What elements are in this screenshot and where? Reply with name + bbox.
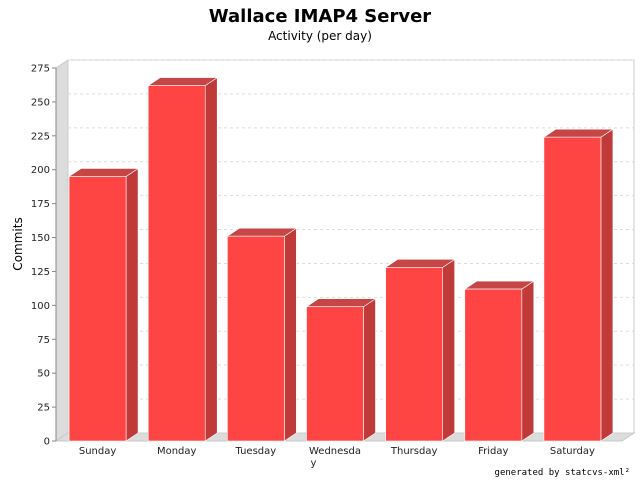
left-wall — [55, 59, 69, 442]
y-tick-label: 150 — [31, 233, 50, 244]
plot-area: 0 25 50 75 100 125 150 175 200 225 250 275 Sunday Mon… — [31, 59, 636, 469]
y-tick-label: 0 — [44, 437, 50, 448]
y-tick-label: 275 — [31, 64, 50, 75]
bar-friday — [464, 288, 523, 442]
y-tick-label: 100 — [31, 301, 50, 312]
bar-thursday — [385, 267, 443, 442]
bar-side — [442, 258, 455, 442]
y-tick-label: 175 — [31, 199, 50, 210]
y-tick-label: 125 — [31, 267, 50, 278]
bar-tuesday — [227, 235, 285, 442]
bar-top — [384, 259, 456, 268]
y-tick-label: 50 — [37, 369, 50, 380]
y-tick-label: 225 — [31, 131, 50, 142]
y-tick-label: 25 — [37, 403, 50, 414]
bar-side — [600, 128, 614, 442]
bar-side — [284, 227, 297, 442]
x-tick-label: Monday — [157, 446, 197, 457]
bar-side — [363, 298, 376, 442]
x-tick-label: Friday — [478, 446, 508, 457]
chart-title: Wallace IMAP4 Server — [209, 6, 432, 27]
bar-top — [542, 128, 614, 138]
y-tick-label: 250 — [31, 97, 50, 108]
bar-sunday — [68, 176, 127, 442]
bar-top — [226, 227, 298, 237]
x-tick-label: Wednesda y — [309, 446, 361, 469]
x-tick-label: Sunday — [79, 446, 116, 457]
x-tick-label: Tuesday — [235, 446, 277, 457]
credit-text: generated by statcvs-xml² — [495, 468, 630, 478]
bar-top — [463, 280, 535, 290]
bar-top — [68, 168, 140, 177]
y-tick-label: 75 — [37, 335, 50, 346]
y-axis-label: Commits — [11, 217, 25, 270]
bar-saturday — [543, 136, 602, 442]
bar-wednesday — [306, 306, 364, 442]
bar-side — [204, 77, 218, 442]
bar-side — [125, 167, 139, 442]
chart-subtitle: Activity (per day) — [268, 29, 372, 43]
bar-top — [147, 77, 219, 86]
y-tick-label: 200 — [31, 165, 50, 176]
x-tick-label: Thursday — [390, 446, 438, 457]
bar-side — [521, 280, 535, 442]
x-tick-label: Saturday — [550, 446, 595, 457]
bar-top — [305, 298, 377, 308]
bar-monday — [147, 85, 206, 442]
